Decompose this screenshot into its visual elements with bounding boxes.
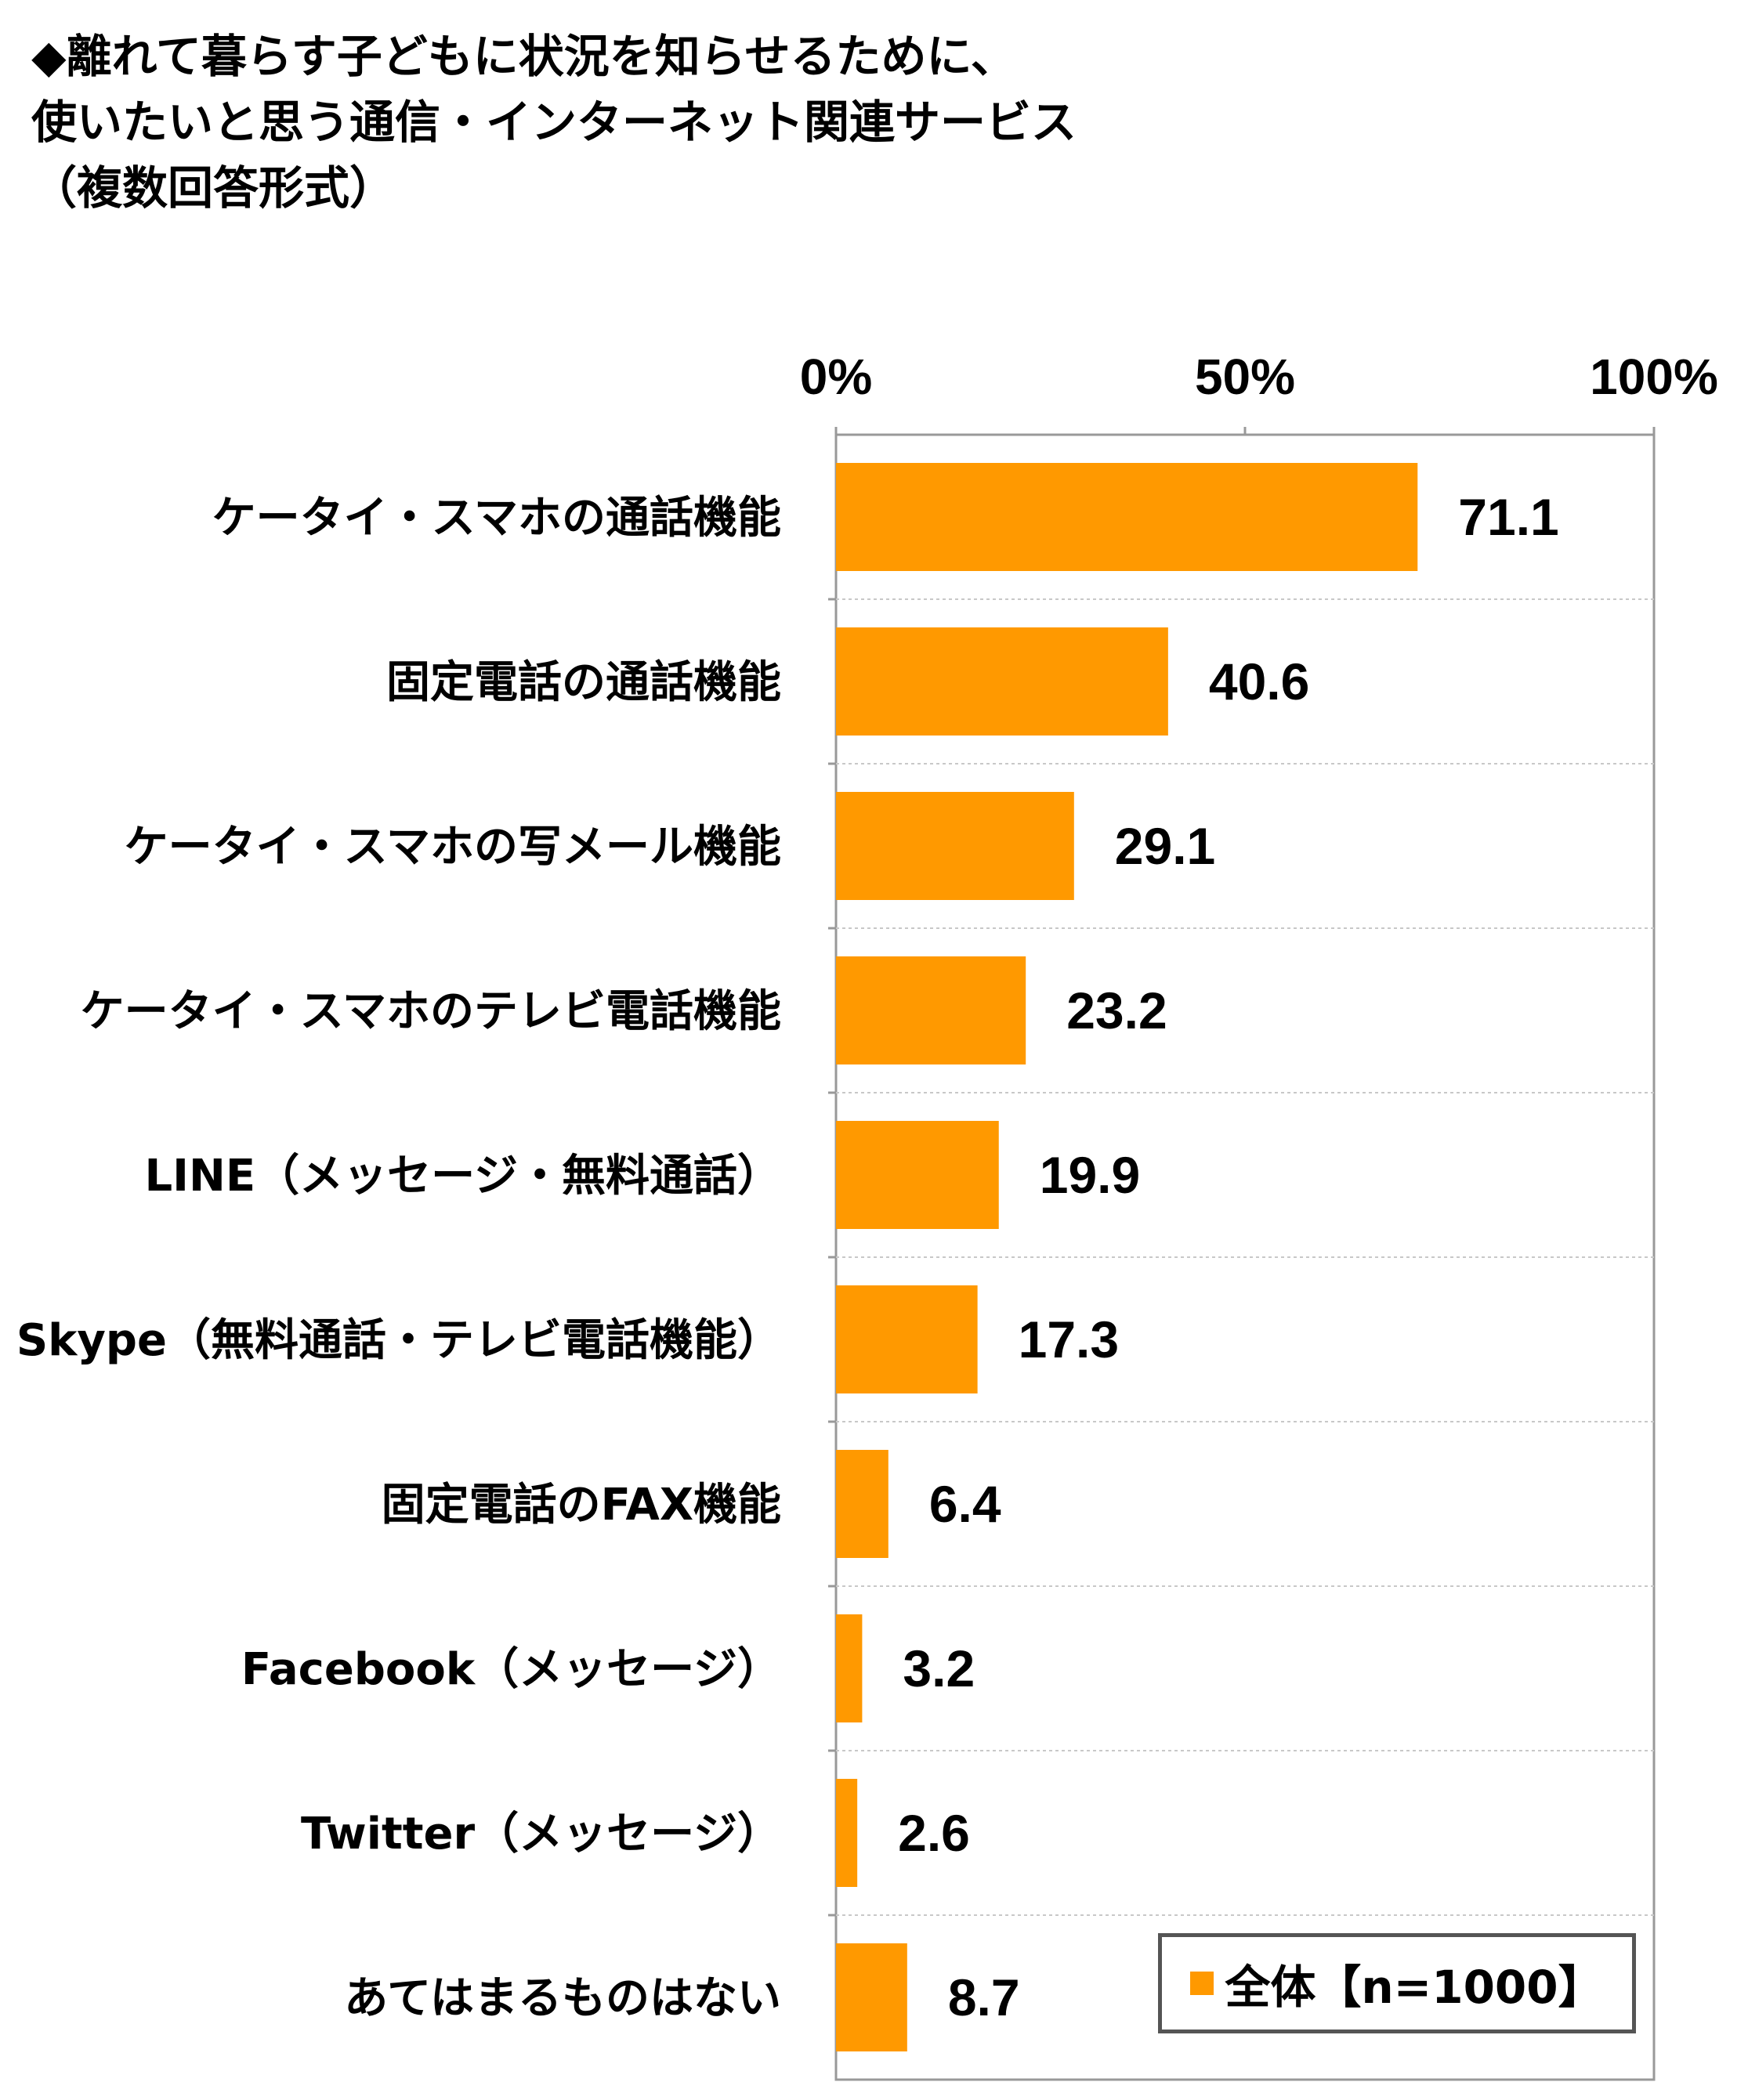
category-label: ケータイ・スマホの通話機能 (212, 493, 781, 544)
title-line-2: 使いたいと思う通信・インターネット関連サービス (31, 96, 1077, 149)
bar (836, 463, 1418, 571)
category-label: ケータイ・スマホのテレビ電話機能 (81, 986, 781, 1037)
bar (836, 792, 1074, 900)
bar (836, 1121, 999, 1229)
x-tick-label: 0% (800, 349, 873, 405)
category-label: Twitter（メッセージ） (301, 1809, 781, 1860)
legend-label: 全体【n=1000】 (1225, 1961, 1604, 2014)
data-label: 71.1 (1458, 488, 1558, 546)
bar (836, 1943, 907, 2051)
bar (836, 1614, 863, 1722)
category-label: ケータイ・スマホの写メール機能 (125, 822, 781, 873)
bar (836, 1285, 978, 1393)
category-label: Facebook（メッセージ） (241, 1644, 781, 1695)
category-label: Skype（無料通話・テレビ電話機能） (16, 1315, 781, 1366)
plot-area: 71.1 40.6 29.1 23.2 19.9 17.3 6.4 3.2 2.6 8.7 (828, 433, 1656, 2081)
category-label: 固定電話の通話機能 (386, 657, 781, 708)
data-label: 8.7 (948, 1968, 1020, 2026)
legend: 全体【n=1000】 (1158, 1933, 1636, 2033)
x-tick-label: 50% (1195, 349, 1295, 405)
x-axis-ticks: 0% 50% 100% (800, 349, 1718, 435)
title-line-1: ◆離れて暮らす子どもに状況を知らせるために、 (31, 30, 1016, 83)
legend-swatch (1190, 1972, 1214, 1995)
data-label: 40.6 (1209, 652, 1309, 710)
x-tick-label: 100% (1590, 349, 1718, 405)
category-label: あてはまるものはない (344, 1973, 781, 2024)
bar (836, 1779, 858, 1887)
data-label: 3.2 (903, 1639, 975, 1697)
bar (836, 956, 1026, 1064)
bar (836, 627, 1168, 736)
bar (836, 1450, 888, 1558)
category-label: LINE（メッセージ・無料通話） (144, 1151, 781, 1202)
data-label: 17.3 (1019, 1310, 1119, 1368)
data-label: 29.1 (1115, 817, 1215, 875)
data-label: 2.6 (898, 1804, 970, 1862)
title-line-3: （複数回答形式） (31, 161, 396, 215)
data-label: 23.2 (1066, 981, 1167, 1039)
data-label: 19.9 (1040, 1146, 1140, 1204)
data-label: 6.4 (929, 1475, 1001, 1533)
category-labels: ケータイ・スマホの通話機能固定電話の通話機能ケータイ・スマホの写メール機能ケータ… (16, 493, 781, 2024)
chart-title: ◆離れて暮らす子どもに状況を知らせるために、 使いたいと思う通信・インターネット… (31, 23, 1716, 221)
category-label: 固定電話のFAX機能 (382, 1480, 781, 1531)
